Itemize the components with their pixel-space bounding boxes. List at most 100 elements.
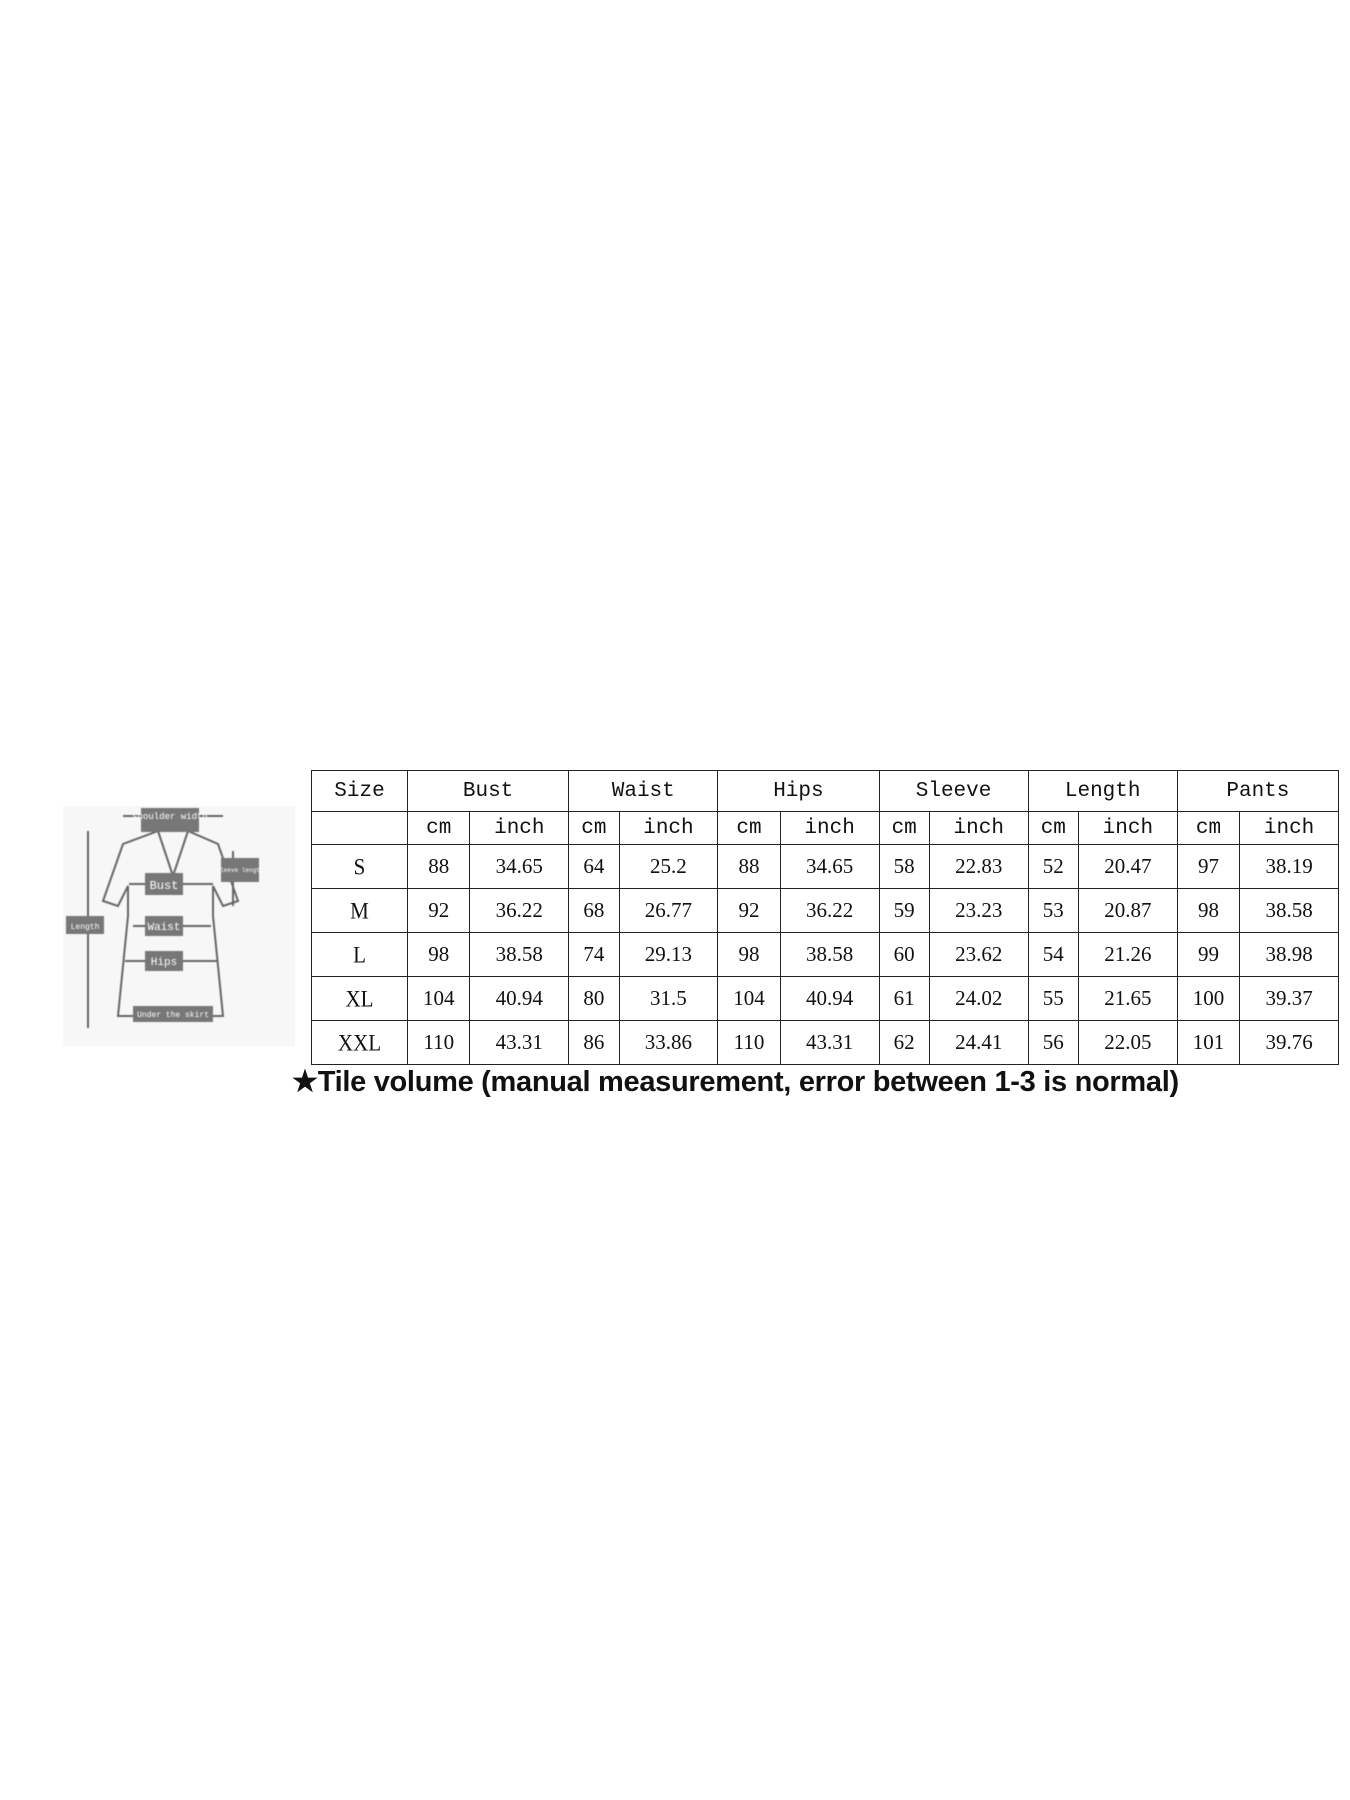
unit-header-row: cm inch cm inch cm inch cm inch cm inch cm inch bbox=[311, 811, 1339, 845]
value-cell: 104 bbox=[406, 976, 471, 1021]
value-cell: 24.41 bbox=[928, 1020, 1029, 1065]
value-cell: 24.02 bbox=[928, 976, 1029, 1021]
unit-cm: cm bbox=[406, 811, 471, 845]
unit-cm: cm bbox=[717, 811, 781, 845]
size-cell: M bbox=[311, 885, 408, 936]
value-cell: 60 bbox=[878, 932, 930, 977]
value-cell: 20.47 bbox=[1077, 844, 1178, 889]
value-cell: 38.98 bbox=[1239, 932, 1339, 977]
value-cell: 88 bbox=[717, 844, 781, 889]
table-row: XXL 110 43.31 86 33.86 110 43.31 62 24.41 56 22.05… bbox=[311, 1017, 1339, 1068]
unit-inch: inch bbox=[1239, 811, 1339, 845]
value-cell: 98 bbox=[1176, 888, 1241, 933]
value-cell: 36.22 bbox=[469, 888, 570, 933]
value-cell: 53 bbox=[1027, 888, 1079, 933]
size-cell: L bbox=[311, 929, 408, 980]
label-hem: Under the skirt bbox=[137, 1011, 209, 1020]
unit-inch: inch bbox=[779, 811, 880, 845]
value-cell: 110 bbox=[717, 1020, 781, 1065]
value-cell: 74 bbox=[568, 932, 620, 977]
group-header-pants: Pants bbox=[1176, 770, 1340, 812]
group-header-length: Length bbox=[1027, 770, 1178, 812]
label-bust: Bust bbox=[150, 879, 179, 893]
value-cell: 100 bbox=[1176, 976, 1241, 1021]
value-cell: 23.23 bbox=[928, 888, 1029, 933]
value-cell: 61 bbox=[878, 976, 930, 1021]
label-waist: Waist bbox=[147, 922, 180, 934]
value-cell: 97 bbox=[1176, 844, 1241, 889]
table-row: M 92 36.22 68 26.77 92 36.22 59 23.23 53 20.87 98 38… bbox=[311, 885, 1339, 936]
group-header-waist: Waist bbox=[568, 770, 719, 812]
unit-inch: inch bbox=[469, 811, 570, 845]
value-cell: 22.05 bbox=[1077, 1020, 1178, 1065]
value-cell: 31.5 bbox=[618, 976, 719, 1021]
size-header: Size bbox=[311, 770, 408, 812]
empty-cell bbox=[311, 811, 408, 845]
group-header-hips: Hips bbox=[717, 770, 880, 812]
value-cell: 29.13 bbox=[618, 932, 719, 977]
unit-cm: cm bbox=[1176, 811, 1241, 845]
size-chart-table: Size Bust Waist Hips Sleeve Length Pants… bbox=[311, 770, 1340, 1068]
label-shoulder: shoulder width bbox=[132, 812, 208, 822]
value-cell: 36.22 bbox=[779, 888, 880, 933]
value-cell: 99 bbox=[1176, 932, 1241, 977]
value-cell: 33.86 bbox=[618, 1020, 719, 1065]
group-header-sleeve: Sleeve bbox=[878, 770, 1029, 812]
label-sleeve: sleeve length bbox=[217, 867, 264, 874]
value-cell: 38.58 bbox=[1239, 888, 1339, 933]
table-row: XL 104 40.94 80 31.5 104 40.94 61 24.02 55 21.65 10… bbox=[311, 973, 1339, 1024]
value-cell: 86 bbox=[568, 1020, 620, 1065]
group-header-bust: Bust bbox=[406, 770, 570, 812]
value-cell: 98 bbox=[717, 932, 781, 977]
value-cell: 38.58 bbox=[469, 932, 570, 977]
value-cell: 68 bbox=[568, 888, 620, 933]
table-row: L 98 38.58 74 29.13 98 38.58 60 23.62 54 21.26 99 38… bbox=[311, 929, 1339, 980]
value-cell: 58 bbox=[878, 844, 930, 889]
value-cell: 98 bbox=[406, 932, 471, 977]
size-cell: XXL bbox=[311, 1017, 408, 1068]
value-cell: 20.87 bbox=[1077, 888, 1178, 933]
value-cell: 21.65 bbox=[1077, 976, 1178, 1021]
size-cell: XL bbox=[311, 973, 408, 1024]
value-cell: 43.31 bbox=[469, 1020, 570, 1065]
value-cell: 62 bbox=[878, 1020, 930, 1065]
value-cell: 101 bbox=[1176, 1020, 1241, 1065]
table-row: S 88 34.65 64 25.2 88 34.65 58 22.83 52 20.47 97 38.… bbox=[311, 841, 1339, 892]
unit-inch: inch bbox=[618, 811, 719, 845]
value-cell: 56 bbox=[1027, 1020, 1079, 1065]
value-cell: 92 bbox=[406, 888, 471, 933]
dress-measurement-diagram: shoulder width sleeve length Bust Length… bbox=[63, 806, 295, 1046]
value-cell: 40.94 bbox=[469, 976, 570, 1021]
value-cell: 59 bbox=[878, 888, 930, 933]
group-header-row: Size Bust Waist Hips Sleeve Length Pants bbox=[311, 770, 1340, 812]
value-cell: 52 bbox=[1027, 844, 1079, 889]
value-cell: 55 bbox=[1027, 976, 1079, 1021]
value-cell: 25.2 bbox=[618, 844, 719, 889]
value-cell: 64 bbox=[568, 844, 620, 889]
unit-inch: inch bbox=[928, 811, 1029, 845]
value-cell: 104 bbox=[717, 976, 781, 1021]
label-length: Length bbox=[71, 923, 100, 932]
size-cell: S bbox=[311, 841, 408, 892]
value-cell: 39.37 bbox=[1239, 976, 1339, 1021]
value-cell: 39.76 bbox=[1239, 1020, 1339, 1065]
unit-cm: cm bbox=[1027, 811, 1079, 845]
value-cell: 34.65 bbox=[779, 844, 880, 889]
value-cell: 38.58 bbox=[779, 932, 880, 977]
label-hips: Hips bbox=[151, 957, 177, 969]
value-cell: 40.94 bbox=[779, 976, 880, 1021]
unit-cm: cm bbox=[568, 811, 620, 845]
value-cell: 26.77 bbox=[618, 888, 719, 933]
value-cell: 110 bbox=[406, 1020, 471, 1065]
value-cell: 80 bbox=[568, 976, 620, 1021]
value-cell: 22.83 bbox=[928, 844, 1029, 889]
value-cell: 92 bbox=[717, 888, 781, 933]
value-cell: 21.26 bbox=[1077, 932, 1178, 977]
unit-inch: inch bbox=[1077, 811, 1178, 845]
value-cell: 43.31 bbox=[779, 1020, 880, 1065]
measurement-note: ★Tile volume (manual measurement, error … bbox=[292, 1066, 1179, 1098]
value-cell: 88 bbox=[406, 844, 471, 889]
value-cell: 38.19 bbox=[1239, 844, 1339, 889]
unit-cm: cm bbox=[878, 811, 930, 845]
value-cell: 54 bbox=[1027, 932, 1079, 977]
